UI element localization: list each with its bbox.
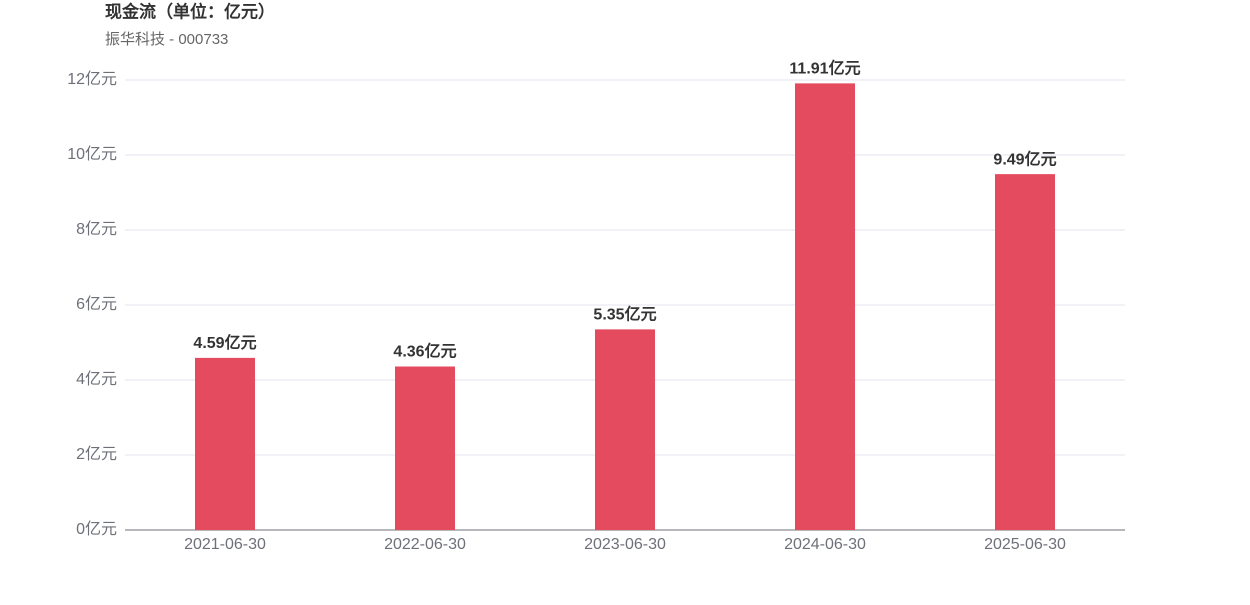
y-tick-label: 4亿元 <box>76 370 117 388</box>
bar <box>595 329 655 530</box>
x-tick-label: 2023-06-30 <box>584 536 666 553</box>
y-tick-label: 0亿元 <box>76 520 117 538</box>
y-tick-label: 8亿元 <box>76 220 117 238</box>
y-tick-label: 2亿元 <box>76 445 117 463</box>
y-tick-label: 6亿元 <box>76 295 117 313</box>
value-label: 11.91亿元 <box>789 59 860 78</box>
value-label: 5.35亿元 <box>593 305 656 324</box>
value-label: 4.36亿元 <box>393 342 456 361</box>
y-tick-label: 10亿元 <box>67 145 117 163</box>
bar <box>195 357 255 530</box>
x-tick-label: 2021-06-30 <box>184 536 266 553</box>
x-tick-label: 2025-06-30 <box>984 536 1066 553</box>
x-tick-label: 2022-06-30 <box>384 536 466 553</box>
bar <box>395 366 455 530</box>
value-label: 9.49亿元 <box>993 149 1056 168</box>
chart-title: 现金流（单位：亿元） <box>105 1 275 21</box>
y-tick-label: 12亿元 <box>67 70 117 88</box>
bar <box>995 174 1055 530</box>
x-tick-label: 2024-06-30 <box>784 536 866 553</box>
bar <box>795 83 855 530</box>
value-label: 4.59亿元 <box>193 333 256 352</box>
chart-subtitle: 振华科技 - 000733 <box>105 31 228 48</box>
